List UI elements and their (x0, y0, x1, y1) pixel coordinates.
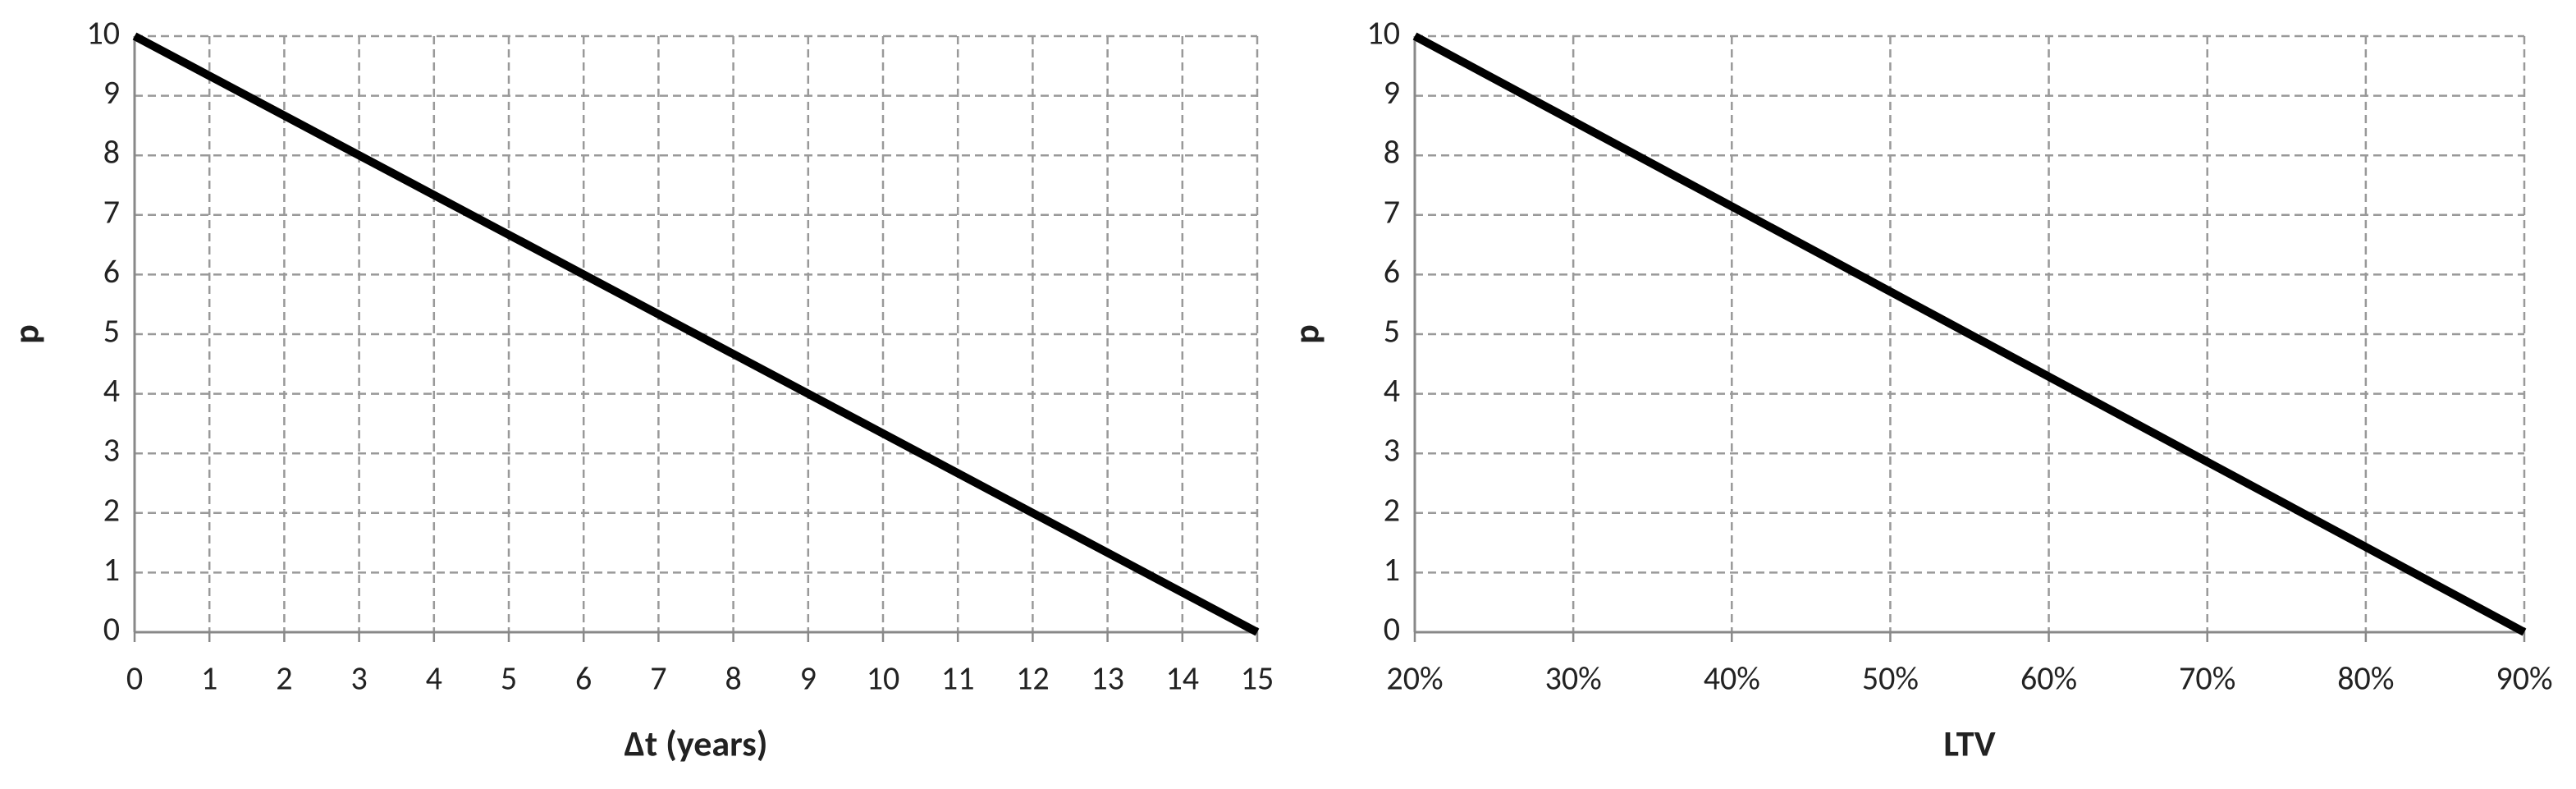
x-tick-label: 40% (1704, 658, 1760, 699)
data-line (1412, 32, 2527, 636)
x-axis-title: LTV (1943, 722, 1995, 766)
x-tick-label: 90% (2496, 658, 2552, 699)
y-tick-label: 4 (103, 370, 120, 411)
x-tick-label: 14 (1166, 658, 1200, 699)
x-tick-label: 1 (201, 658, 217, 699)
x-tick-label: 7 (650, 658, 666, 699)
y-tick-label: 3 (103, 430, 120, 470)
x-tick-label: 10 (867, 658, 900, 699)
x-tick-label: 3 (350, 658, 367, 699)
y-tick-label: 10 (1366, 13, 1400, 53)
y-tick-label: 0 (103, 609, 120, 649)
x-tick-label: 8 (725, 658, 741, 699)
y-tick-label: 0 (1384, 609, 1400, 649)
y-tick-label: 9 (103, 72, 120, 112)
x-tick-label: 15 (1241, 658, 1274, 699)
y-tick-label: 8 (103, 132, 120, 172)
y-tick-label: 1 (103, 549, 120, 589)
y-tick-label: 2 (1384, 489, 1400, 530)
y-tick-label: 4 (1384, 370, 1400, 411)
x-tick-label: 13 (1091, 658, 1124, 699)
y-tick-label: 5 (103, 311, 120, 351)
x-axis-title: Δt (years) (625, 722, 768, 766)
y-tick-label: 7 (1384, 191, 1400, 232)
x-tick-label: 60% (2020, 658, 2077, 699)
y-tick-label: 10 (86, 13, 120, 53)
y-tick-label: 6 (1384, 251, 1400, 291)
x-tick-label: 12 (1016, 658, 1050, 699)
x-tick-label: 80% (2337, 658, 2394, 699)
data-line (132, 32, 1260, 636)
x-tick-label: 0 (126, 658, 143, 699)
x-tick-label: 9 (800, 658, 817, 699)
y-tick-label: 3 (1384, 430, 1400, 470)
x-tick-label: 30% (1545, 658, 1602, 699)
y-axis-title: p (4, 324, 48, 344)
y-tick-label: 9 (1384, 72, 1400, 112)
x-tick-label: 5 (501, 658, 517, 699)
x-tick-label: 4 (426, 658, 442, 699)
x-tick-label: 6 (575, 658, 592, 699)
y-axis-title: p (1284, 324, 1329, 344)
x-tick-label: 20% (1386, 658, 1443, 699)
x-tick-label: 2 (276, 658, 292, 699)
x-tick-label: 70% (2179, 658, 2235, 699)
x-tick-label: 50% (1862, 658, 1919, 699)
y-tick-label: 8 (1384, 132, 1400, 172)
y-tick-label: 2 (103, 489, 120, 530)
y-tick-label: 6 (103, 251, 120, 291)
y-tick-label: 1 (1384, 549, 1400, 589)
y-tick-label: 5 (1384, 311, 1400, 351)
y-tick-label: 7 (103, 191, 120, 232)
x-tick-label: 11 (941, 658, 975, 699)
